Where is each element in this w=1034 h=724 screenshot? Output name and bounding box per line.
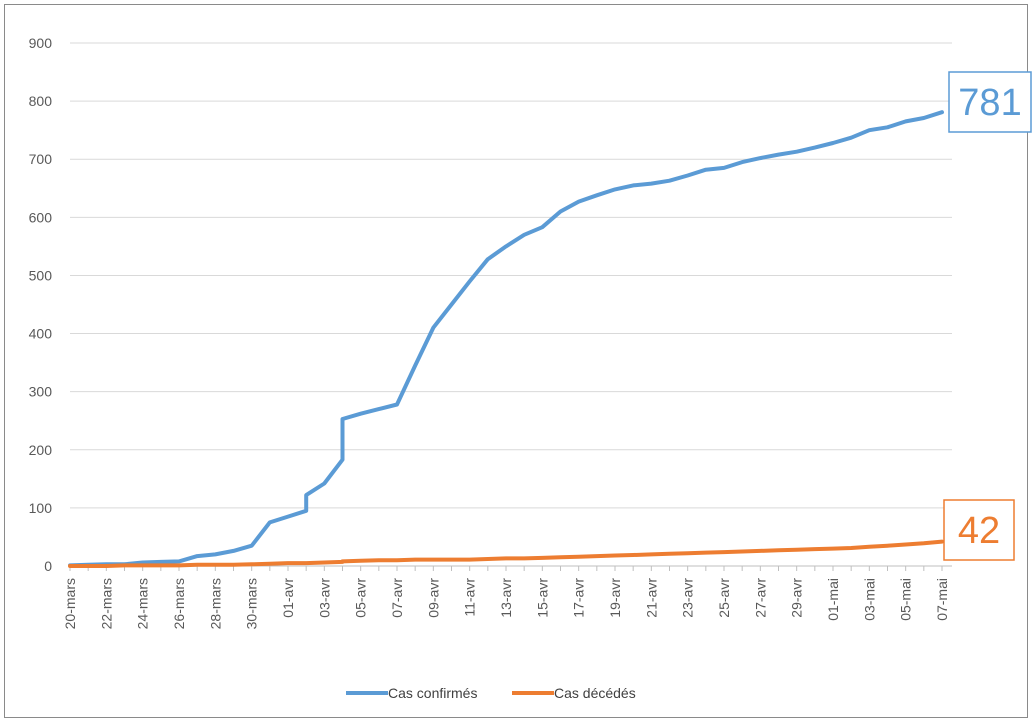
callout-value: 42: [958, 510, 1000, 552]
x-tick-label: 22-mars: [98, 578, 114, 629]
callout-value: 781: [958, 82, 1021, 124]
legend: Cas confirmés Cas décédés: [346, 685, 636, 701]
x-tick-label: 19-avr: [607, 578, 623, 618]
x-tick-label: 09-avr: [425, 578, 441, 618]
y-tick-label: 0: [44, 558, 52, 574]
legend-label: Cas décédés: [554, 685, 636, 701]
x-tick-label: 17-avr: [571, 578, 587, 618]
y-tick-label: 500: [29, 267, 53, 283]
x-tick-label: 01-mai: [825, 578, 841, 621]
legend-label: Cas confirmés: [388, 685, 477, 701]
x-tick-label: 23-avr: [680, 578, 696, 618]
x-tick-label: 07-avr: [389, 578, 405, 618]
callout-box: [948, 71, 1032, 133]
x-tick-label: 03-mai: [861, 578, 877, 621]
x-tick-label: 25-avr: [716, 578, 732, 618]
x-tick-label: 29-avr: [789, 578, 805, 618]
x-tick-label: 11-avr: [462, 578, 478, 617]
y-tick-label: 400: [29, 326, 53, 342]
x-tick-label: 13-avr: [498, 578, 514, 618]
y-tick-label: 800: [29, 93, 53, 109]
x-tick-label: 28-mars: [207, 578, 223, 629]
x-tick-label: 03-avr: [316, 578, 332, 618]
x-tick-label: 05-avr: [353, 578, 369, 618]
chart-frame: [4, 4, 1028, 718]
y-tick-label: 100: [29, 500, 53, 516]
y-axis: 0 100 200 300 400 500 600 700 800 900: [29, 35, 53, 574]
series-line: [68, 110, 944, 568]
series-line: [68, 539, 944, 568]
gridlines: [70, 42, 952, 509]
end-value-callouts: 781 42: [943, 71, 1032, 561]
x-tick-label: 15-avr: [534, 578, 550, 618]
x-tick-label: 27-avr: [752, 578, 768, 618]
x-tick-label: 24-mars: [135, 578, 151, 629]
x-tick-label: 01-avr: [280, 578, 296, 618]
callout-box: [943, 499, 1015, 561]
x-tick-label: 26-mars: [171, 578, 187, 629]
x-tick-label: 20-mars: [62, 578, 78, 629]
x-axis: 20-mars 22-mars 24-mars 26-mars 28-mars 30-ma…: [62, 565, 952, 629]
x-tick-label: 07-mai: [934, 578, 950, 621]
y-tick-label: 600: [29, 209, 53, 225]
y-tick-label: 700: [29, 151, 53, 167]
y-tick-label: 200: [29, 442, 53, 458]
x-tick-label: 21-avr: [643, 578, 659, 618]
y-tick-label: 300: [29, 384, 53, 400]
x-tick-label: 05-mai: [898, 578, 914, 621]
y-tick-label: 900: [29, 35, 53, 51]
series-lines: [68, 110, 944, 568]
x-tick-label: 30-mars: [244, 578, 260, 629]
